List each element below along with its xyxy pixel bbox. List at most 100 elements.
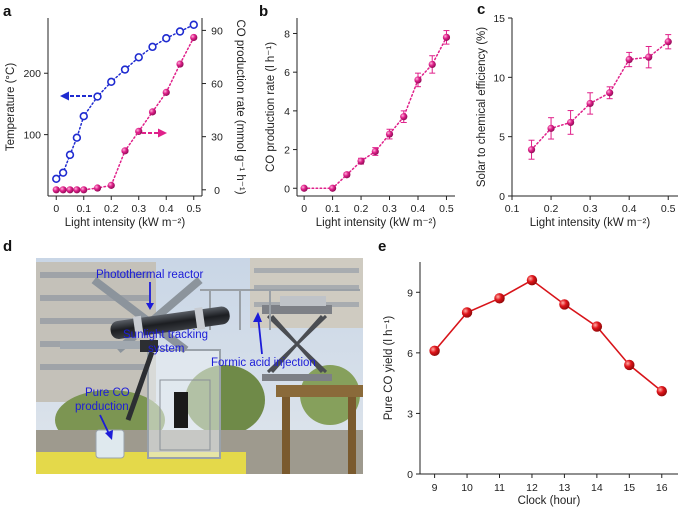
x-tick-label: 0.1 xyxy=(505,203,520,215)
photo-lift-base xyxy=(262,374,332,381)
co-rate-point xyxy=(176,60,184,68)
photo-lift-platform xyxy=(262,305,332,314)
photo-collection-bottle xyxy=(95,429,125,459)
co-rate-point xyxy=(59,186,67,194)
annotation-arrowhead xyxy=(146,303,154,310)
temperature-point xyxy=(93,92,102,101)
x-tick-label: 10 xyxy=(461,482,473,494)
photo-mirror-arm xyxy=(91,276,189,354)
data-point xyxy=(625,55,633,64)
data-point xyxy=(461,307,473,318)
x-tick-label: 14 xyxy=(591,482,603,494)
co-rate-point xyxy=(107,181,115,189)
photo-table-leg xyxy=(282,397,290,474)
co-rate-point xyxy=(162,88,170,96)
annotation-arrowhead xyxy=(253,312,262,322)
x-tick-label: 0.1 xyxy=(76,203,91,215)
data-point xyxy=(547,124,555,132)
co-rate-point xyxy=(148,108,157,116)
x-tick-label: 9 xyxy=(432,482,438,494)
y-axis-label: Solar to chemical efficiency (%) xyxy=(476,27,488,187)
x-tick-label: 11 xyxy=(494,482,505,494)
temperature-line xyxy=(55,24,195,180)
x-axis-label: Light intensity (kW m⁻²) xyxy=(530,217,651,229)
x-tick-label: 0.4 xyxy=(411,203,426,215)
y-tick-label: 100 xyxy=(23,130,41,142)
y-axis-label: CO production rate (l h⁻¹) xyxy=(265,42,277,172)
x-tick-label: 0.5 xyxy=(186,203,201,215)
photo-panel: Photothermal reactor Sunlight tracking s… xyxy=(36,258,363,474)
co-rate-point xyxy=(121,147,129,155)
x-tick-label: 15 xyxy=(623,482,635,494)
y2-tick-label: 30 xyxy=(211,132,223,144)
temperature-point xyxy=(134,53,143,62)
data-point xyxy=(624,359,635,371)
co-rate-point xyxy=(93,184,102,192)
y2-tick-label: 60 xyxy=(211,79,223,91)
y-tick-label: 8 xyxy=(284,28,290,40)
temperature-point xyxy=(72,133,82,142)
co-rate-point xyxy=(52,186,60,194)
y-tick-label: 0 xyxy=(499,191,505,203)
x-tick-label: 0.2 xyxy=(544,203,559,215)
data-point xyxy=(591,321,603,332)
panel-label-c: c xyxy=(477,1,485,18)
y-tick-label: 2 xyxy=(284,145,290,157)
photo-pump xyxy=(280,296,326,306)
data-point xyxy=(428,60,436,69)
y-tick-label: 6 xyxy=(284,67,290,79)
data-point xyxy=(300,184,308,192)
temperature-point xyxy=(65,150,75,160)
x-tick-label: 0.5 xyxy=(661,203,676,215)
y-tick-label: 10 xyxy=(493,72,505,84)
photo-building-floor-line xyxy=(40,364,150,370)
x-tick-label: 0.3 xyxy=(583,203,598,215)
panel-label-e: e xyxy=(378,238,386,255)
chart-a: 0 0.1 0.2 0.3 0.4 0.5 100 200 0 30 60 90 Light inten… xyxy=(5,18,246,229)
x-tick-label: 0.4 xyxy=(159,203,174,215)
annotation-tracking-line1: Sunlight tracking xyxy=(123,329,208,341)
photo-building-floor-line xyxy=(40,272,150,278)
x-tick-label: 0.1 xyxy=(325,203,340,215)
temperature-point xyxy=(107,77,116,87)
annotation-co-line2: production xyxy=(75,401,129,413)
x-tick-label: 0.2 xyxy=(104,203,119,215)
co-rate-point xyxy=(80,186,88,194)
data-point xyxy=(328,184,337,192)
photo-building-floor-line xyxy=(254,268,359,273)
x-tick-label: 0.5 xyxy=(439,203,454,215)
data-point xyxy=(400,113,408,121)
chart-e: 9 10 11 12 13 14 15 16 0 3 6 9 Clock (hour) Pure CO y… xyxy=(383,262,678,507)
annotation-arrowhead xyxy=(105,430,113,440)
data-point xyxy=(586,99,594,108)
data-point xyxy=(429,345,440,357)
co-rate-point xyxy=(190,33,198,42)
y-tick-label: 4 xyxy=(284,106,290,118)
x-tick-label: 0.4 xyxy=(622,203,637,215)
data-point xyxy=(645,53,653,61)
x-tick-label: 0 xyxy=(301,203,307,215)
photo-building-floor-line xyxy=(40,295,150,301)
y-axis-label: Pure CO yield (l h⁻¹) xyxy=(383,316,395,421)
data-point xyxy=(559,299,570,310)
data-point xyxy=(494,293,505,304)
data-point xyxy=(606,89,614,97)
x-tick-label: 13 xyxy=(559,482,571,494)
data-point xyxy=(526,274,538,286)
yield-line xyxy=(433,279,663,392)
temperature-point xyxy=(189,20,198,29)
panel-label-d: d xyxy=(3,238,12,255)
y-tick-label: 3 xyxy=(407,408,413,420)
annotation-tracking-line2: system xyxy=(148,343,184,355)
y-tick-label: 0 xyxy=(284,183,290,195)
photo-tracker-joint xyxy=(140,340,158,352)
annotation-reactor: Photothermal reactor xyxy=(96,269,204,281)
temperature-point xyxy=(79,112,88,121)
y-tick-label: 15 xyxy=(493,13,505,25)
x-axis-label: Light intensity (kW m⁻²) xyxy=(65,217,186,229)
photo-table-leg xyxy=(348,397,356,474)
photo-reactor-clamp xyxy=(132,315,144,339)
annotation-co-line1: Pure CO xyxy=(85,387,130,399)
y-tick-label: 200 xyxy=(23,68,41,80)
